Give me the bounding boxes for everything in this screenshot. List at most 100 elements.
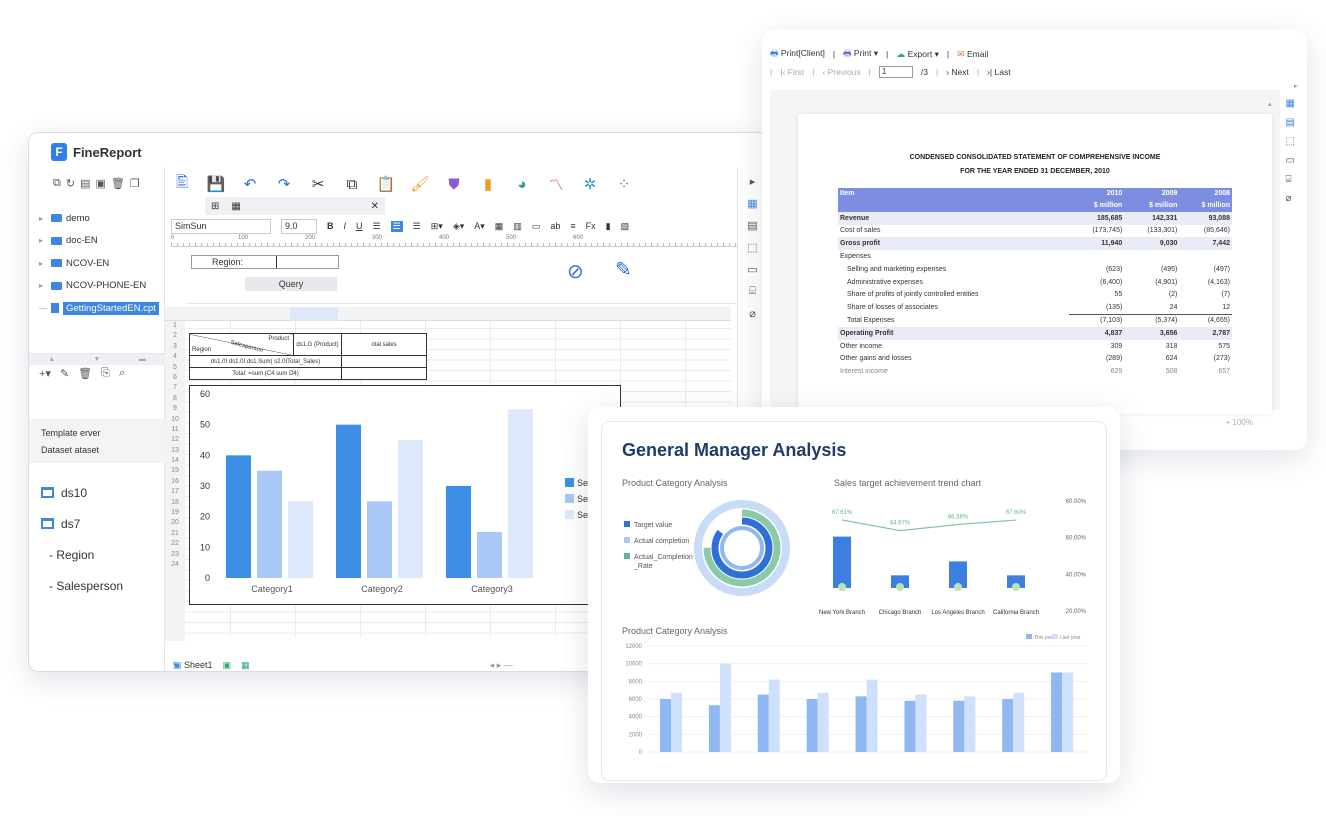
- scroll-up-icon[interactable]: ▴: [1268, 101, 1272, 108]
- text-wrap-icon[interactable]: ▭: [531, 220, 541, 231]
- cut-icon[interactable]: ✂: [311, 176, 325, 193]
- add-form-sheet-icon[interactable]: ▦: [241, 659, 250, 670]
- align-left-icon[interactable]: ☰: [372, 220, 381, 231]
- tree-item-folder[interactable]: ▸ NCOV-EN: [39, 257, 110, 269]
- ab-icon[interactable]: ab: [550, 221, 561, 231]
- tree-item-folder[interactable]: ▸ demo: [39, 212, 90, 224]
- dropdown-widget-icon[interactable]: ▭: [1285, 155, 1295, 166]
- first-page-button[interactable]: |‹ First: [780, 67, 805, 77]
- donut-ring[interactable]: [703, 509, 781, 587]
- hide-eye-icon[interactable]: ⊘: [567, 261, 584, 283]
- dataset-item[interactable]: ds10: [41, 477, 123, 508]
- panel-splitter[interactable]: ▲ ▼ ▬: [29, 353, 165, 365]
- product-group-cell[interactable]: ds1.G (Product): [293, 333, 342, 356]
- fill-color-icon[interactable]: ◈▾: [452, 220, 465, 231]
- bar-chart-icon[interactable]: ▮: [483, 176, 493, 193]
- grid-icon[interactable]: ⊞: [211, 200, 220, 212]
- italic-icon[interactable]: I: [343, 221, 347, 231]
- bar[interactable]: [288, 501, 313, 578]
- bar[interactable]: [1062, 672, 1074, 753]
- bar[interactable]: [949, 561, 967, 588]
- bar[interactable]: [226, 455, 251, 578]
- redo-icon[interactable]: ↷: [277, 176, 291, 193]
- bar[interactable]: [1007, 575, 1025, 588]
- text-icon[interactable]: ≡: [570, 221, 576, 231]
- undo-icon[interactable]: ↶: [243, 176, 257, 193]
- format-painter-icon[interactable]: 🖌: [410, 176, 430, 193]
- template-dataset-label[interactable]: Template erver: [41, 428, 101, 438]
- bar[interactable]: [855, 696, 867, 752]
- chart-insert-icon[interactable]: ▮: [605, 220, 611, 231]
- empty-cell[interactable]: [341, 367, 427, 380]
- donut-ring[interactable]: [711, 517, 773, 579]
- delete-icon[interactable]: 🗑: [110, 178, 125, 190]
- cell-attr-icon[interactable]: ▦: [747, 198, 758, 210]
- save-icon[interactable]: 💾: [206, 176, 226, 193]
- bar[interactable]: [367, 501, 392, 578]
- scatter-chart-icon[interactable]: ⁘: [617, 176, 631, 193]
- form-icon[interactable]: ▦: [231, 200, 241, 212]
- bar[interactable]: [915, 694, 927, 752]
- collapse-arrow-icon[interactable]: ▸: [1294, 83, 1298, 90]
- sheet-scroll-icon[interactable]: ◂ ▸ —: [489, 659, 513, 670]
- bar[interactable]: [446, 486, 471, 578]
- dataset-field[interactable]: - Region: [41, 539, 123, 570]
- line-chart-icon[interactable]: 〽: [548, 176, 564, 194]
- font-select[interactable]: SimSun: [171, 218, 271, 234]
- open-icon[interactable]: ▤: [80, 178, 91, 190]
- bar[interactable]: [1002, 699, 1014, 752]
- dataset-item[interactable]: ds7: [41, 508, 123, 539]
- merge-icon[interactable]: ▦: [494, 220, 504, 231]
- page-number-input[interactable]: 1: [878, 66, 913, 78]
- hyperlink-icon[interactable]: ⌸: [749, 285, 756, 297]
- bar[interactable]: [768, 679, 780, 752]
- tree-item-folder[interactable]: ▸ doc-EN: [39, 235, 98, 247]
- bar[interactable]: [757, 694, 769, 752]
- layout-icon[interactable]: ▦: [1285, 98, 1295, 109]
- copy-icon[interactable]: ⧉: [346, 175, 358, 193]
- picture-insert-icon[interactable]: ▨: [620, 220, 630, 231]
- tree-item-folder[interactable]: ▸ NCOV-PHONE-EN: [39, 280, 147, 292]
- bar[interactable]: [719, 663, 731, 752]
- export-button[interactable]: ☁ Export ▾: [896, 48, 939, 59]
- region-input[interactable]: [276, 256, 336, 268]
- embedded-bar-chart[interactable]: 0 10 20 30 40 50 60 Category1 Category2 Category3…: [189, 385, 621, 605]
- attachment-icon[interactable]: ⌀: [1285, 193, 1292, 204]
- widget-icon[interactable]: ⬚: [747, 242, 758, 254]
- total-sales-cell[interactable]: otal sales: [341, 333, 427, 356]
- trend-chart[interactable]: 20.00% 40.00% 60.00% 80.00% New York Branch 6…: [814, 486, 1094, 616]
- expand-icon[interactable]: ▸: [749, 176, 756, 188]
- empty-cell[interactable]: [341, 355, 427, 368]
- print-button[interactable]: 🖶 Print ▾: [843, 48, 879, 58]
- delete-dataset-icon[interactable]: 🗑: [78, 368, 93, 380]
- bar[interactable]: [660, 699, 671, 752]
- bar[interactable]: [891, 575, 909, 588]
- donut-chart[interactable]: [694, 500, 790, 596]
- frame-icon[interactable]: ⬚: [1285, 136, 1295, 147]
- next-page-button[interactable]: › Next: [946, 67, 969, 77]
- border-icon[interactable]: ⊞▾: [430, 220, 443, 231]
- preview-dataset-icon[interactable]: ⎘: [101, 367, 110, 379]
- scroll-left-icon[interactable]: ‹: [173, 658, 176, 668]
- bar[interactable]: [508, 409, 533, 578]
- align-right-icon[interactable]: ☰: [412, 220, 421, 231]
- new-folder-icon[interactable]: ⧉: [53, 177, 61, 189]
- bold-icon[interactable]: B: [327, 221, 334, 231]
- font-color-icon[interactable]: A▾: [474, 220, 485, 231]
- close-tab-icon[interactable]: ✕: [370, 200, 379, 212]
- table-settings-icon[interactable]: ▤: [1285, 117, 1295, 128]
- bar[interactable]: [833, 536, 851, 588]
- bar[interactable]: [964, 696, 976, 752]
- bar[interactable]: [671, 692, 682, 752]
- donut-ring[interactable]: [720, 526, 764, 570]
- sheet-tab[interactable]: ▣ Sheet1: [173, 659, 213, 670]
- shield-icon[interactable]: ⛊: [448, 175, 460, 193]
- pie-chart-icon[interactable]: ◕: [517, 175, 527, 193]
- cell-element-icon[interactable]: ▤: [747, 220, 758, 232]
- bar[interactable]: [866, 679, 878, 752]
- edit-pen-icon[interactable]: ✎: [615, 259, 632, 281]
- zoom-control[interactable]: + 100%: [1225, 418, 1253, 427]
- last-page-button[interactable]: ›| Last: [987, 67, 1011, 77]
- underline-icon[interactable]: U: [356, 221, 363, 231]
- formula-cell[interactable]: ds1.0I ds1.0I ds1.Sum( s2.0ITotal_Sales): [189, 355, 342, 368]
